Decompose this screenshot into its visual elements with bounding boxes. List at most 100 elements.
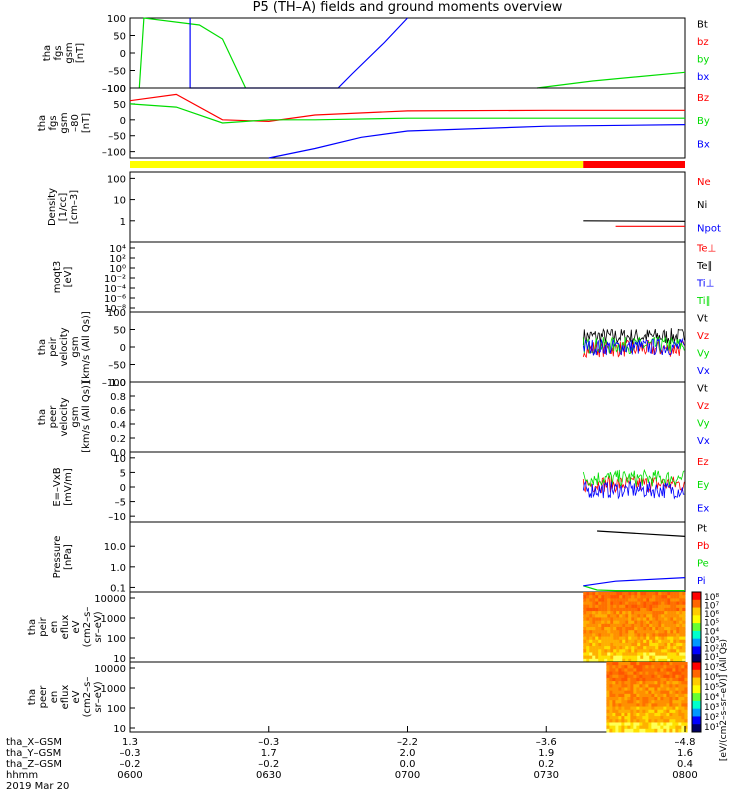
peir_spec-cell [583, 655, 587, 660]
peer_spec-cell [654, 684, 658, 688]
peer_spec-cell [678, 687, 682, 692]
peir_spec-cell [616, 639, 620, 644]
peir_spec-cell [673, 652, 677, 657]
peer_spec-cell [621, 684, 625, 688]
peir_spec-cell [604, 611, 608, 615]
peer_spec-cell [648, 693, 652, 698]
peir_spec-cell [622, 607, 626, 612]
peir_spec-cell [682, 611, 686, 615]
peer_velocity-ytick: 0.4 [110, 420, 126, 431]
peer_spec-cell [618, 697, 622, 701]
peir_spec-cell [592, 630, 596, 634]
peir_spec-cell [607, 655, 611, 660]
peer_spec-cell [675, 703, 679, 708]
peir_spec-cell [640, 633, 644, 638]
peer_spec-cell [672, 722, 676, 727]
peir_spec-cell [679, 630, 683, 634]
peer_spec-cell [657, 674, 661, 679]
peer_spec-cell [654, 722, 658, 727]
peer_spec-cell [627, 681, 631, 685]
peir_spec-cell [604, 642, 608, 647]
peir_spec-cell [628, 658, 632, 663]
peer_spec-cell [678, 690, 682, 695]
peer_spec-cell [657, 712, 661, 717]
peer_spec-cell [666, 719, 670, 723]
peir_spec-cell [682, 614, 686, 618]
peir_spec-cell [613, 601, 617, 606]
peir_velocity-ytick: 50 [113, 326, 126, 337]
footer-value: 0.4 [677, 759, 693, 770]
peir_spec-cell [640, 607, 644, 612]
fgs_dsl-frame [129, 87, 686, 159]
peir_spec-cell [589, 623, 593, 628]
peir_spec-cell [643, 604, 647, 609]
peir_spec-cell [664, 655, 668, 660]
peir_spec-cell [607, 639, 611, 644]
peer_spec-cell [663, 709, 667, 714]
peir_spec-cell [592, 649, 596, 653]
peir_spec-cell [661, 627, 665, 631]
peer_spec-cell [681, 716, 685, 720]
peir_spec-cell [646, 658, 650, 663]
peer_spec-cell [660, 703, 664, 708]
peir_spec-cell [661, 623, 665, 628]
peir_spec-cell [634, 620, 638, 625]
peir_spec-cell [640, 620, 644, 625]
peir_spec-cell [628, 639, 632, 644]
peer_spec-cell [669, 700, 673, 704]
peir_spec-cell [649, 652, 653, 657]
peir_spec-cell [673, 642, 677, 647]
peir_spec-cell [652, 620, 656, 625]
peer_spec-cell [654, 662, 658, 666]
peir_spec-cell [625, 652, 629, 657]
temperature-legend-Ti∥: Ti∥ [696, 296, 711, 307]
peir_spec-cell [658, 595, 662, 599]
peir_spec-cell [586, 642, 590, 647]
peir_spec-cell [631, 592, 635, 596]
peer_spec-cell [672, 687, 676, 692]
peer_spec-cell [633, 677, 637, 682]
peir_spec-cell [676, 611, 680, 615]
density-legend-Ni: Ni [697, 200, 707, 211]
temperature-legend-Te⊥: Te⊥ [696, 244, 716, 255]
peer_spec-cell [636, 722, 640, 727]
peer_spec-colorbar-tick: 10¹ [704, 723, 719, 733]
peir_spec-cell [658, 601, 662, 606]
peer_spec-cell [615, 706, 619, 711]
peir_spec-cell [679, 627, 683, 631]
peer_spec-cell [606, 687, 610, 692]
peir_spec-cell [652, 614, 656, 618]
peir_spec-cell [664, 633, 668, 638]
peer_spec-cell [654, 719, 658, 723]
peir_spec-cell [646, 592, 650, 596]
peer_spec-cell [654, 690, 658, 695]
peer_spec-cell [660, 681, 664, 685]
peer_spec-cell [663, 693, 667, 698]
peer_spec-cell [657, 690, 661, 695]
peer_spec-cell [678, 700, 682, 704]
peer_spec-cell [621, 725, 625, 730]
peer_spec-cell [681, 674, 685, 679]
peir_spec-cell [682, 630, 686, 634]
peer_spec-cell [624, 668, 628, 673]
peir_spec-cell [598, 636, 602, 641]
peir_spec-cell [631, 646, 635, 650]
peer_spec-colorbar-tick: 10⁷ [704, 663, 719, 673]
peir_spec-cell [667, 658, 671, 663]
peer_spec-cell [627, 690, 631, 695]
peir_spec-cell [631, 595, 635, 599]
peir_spec-cell [649, 620, 653, 625]
peir_spec-cell [613, 652, 617, 657]
peer_spec-cell [678, 671, 682, 676]
peer_spec-cell [633, 665, 637, 669]
peer_spec-cell [666, 671, 670, 676]
fgs-ytick: 100 [107, 14, 126, 25]
peer_velocity-ylabel: peer [48, 405, 59, 429]
peir_spec-cell [628, 604, 632, 609]
peir_spec-cell [586, 636, 590, 641]
peir_spec-cell [622, 620, 626, 625]
peir_spec-cell [625, 623, 629, 628]
peir_spec-cell [652, 652, 656, 657]
peir_spec-cell [658, 646, 662, 650]
peer_spec-cell [657, 706, 661, 711]
